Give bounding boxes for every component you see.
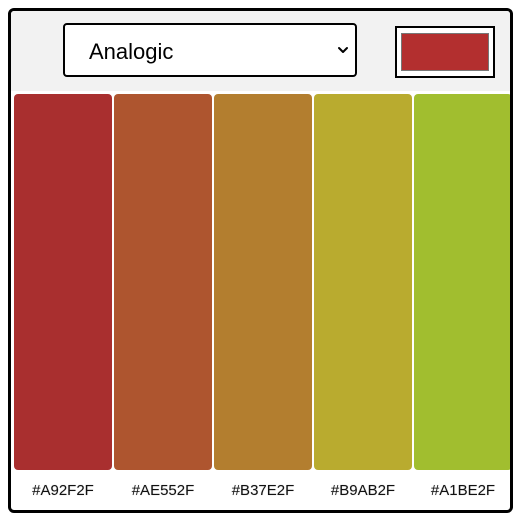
color-hex-label: #B9AB2F	[330, 482, 396, 499]
color-hex-label: #A92F2F	[32, 482, 94, 499]
color-block[interactable]	[114, 94, 212, 470]
palette-color-1[interactable]: #A92F2F	[14, 94, 112, 499]
palette-color-5[interactable]: #A1BE2F	[414, 94, 510, 499]
color-block[interactable]	[14, 94, 112, 470]
color-block[interactable]	[214, 94, 312, 470]
chevron-down-icon	[338, 47, 348, 53]
color-block[interactable]	[314, 94, 412, 470]
base-color-swatch	[401, 33, 489, 71]
color-hex-label: #AE552F	[131, 482, 195, 499]
color-hex-label: #A1BE2F	[430, 482, 496, 499]
color-block[interactable]	[414, 94, 510, 470]
color-palette: #A92F2F #AE552F #B37E2F #B9AB2F #A1BE2F	[11, 91, 510, 510]
controls-bar: Analogic	[11, 11, 510, 91]
palette-color-4[interactable]: #B9AB2F	[314, 94, 412, 499]
color-hex-label: #B37E2F	[231, 482, 295, 499]
color-scheme-select[interactable]: Analogic	[63, 23, 357, 77]
color-scheme-select-value: Analogic	[89, 39, 174, 64]
palette-color-3[interactable]: #B37E2F	[214, 94, 312, 499]
palette-color-2[interactable]: #AE552F	[114, 94, 212, 499]
app-frame: Analogic #A92F2F #AE552F #B37E2F #B9AB2F	[8, 8, 513, 513]
base-color-picker[interactable]	[395, 26, 495, 78]
